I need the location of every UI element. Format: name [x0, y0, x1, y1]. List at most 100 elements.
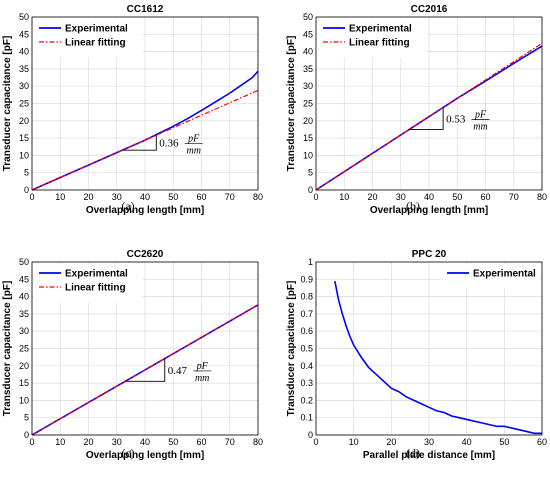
chart-panel-b: 0 10 20 30 40 50 60 70 80 0 5 10 15 20 25 30 35 40 45 50 0.5…	[286, 4, 547, 216]
slope-triangle	[125, 358, 166, 382]
panel-caption: (d)	[406, 446, 420, 460]
y-tick-label: 0.8	[300, 292, 313, 302]
y-tick-label: 0.3	[300, 378, 313, 388]
chart-title: CC2016	[411, 4, 448, 15]
panel-caption: (a)	[121, 199, 134, 213]
legend-label: Linear fitting	[65, 283, 126, 294]
x-tick-label: 50	[168, 192, 178, 202]
x-tick-label: 0	[29, 437, 34, 447]
x-tick-label: 40	[140, 192, 150, 202]
legend-box	[317, 18, 427, 58]
y-tick-label: 0.5	[300, 344, 313, 354]
legend: Experimental Linear fitting	[33, 263, 143, 303]
y-tick-labels: 0 5 10 15 20 25 30 35 40 45 50	[303, 12, 313, 195]
y-tick-label: 40	[303, 47, 313, 57]
chart-panel-d: 0 10 20 30 40 50 60 0 0.1 0.2 0.3 0.4 0.5 0.6 0.7 0.8 0.…	[286, 249, 547, 461]
x-tick-label: 0	[313, 192, 318, 202]
y-tick-label: 5	[24, 413, 29, 423]
y-tick-label: 15	[19, 133, 29, 143]
y-tick-label: 5	[24, 168, 29, 178]
legend-label: Linear fitting	[65, 38, 126, 49]
y-tick-labels: 0 5 10 15 20 25 30 35 40 45 50	[19, 257, 29, 440]
axes-frame	[31, 16, 259, 191]
slope-unit-denominator: mm	[186, 146, 200, 157]
y-tick-label: 40	[19, 292, 29, 302]
slope-unit-numerator: pF	[196, 361, 209, 372]
y-tick-label: 40	[19, 47, 29, 57]
slope-unit-denominator: mm	[195, 373, 209, 384]
y-tick-label: 35	[303, 64, 313, 74]
legend-box	[33, 18, 143, 58]
x-tick-label: 30	[424, 437, 434, 447]
slope-triangle	[122, 135, 157, 151]
series-line-experimental	[334, 280, 542, 435]
y-tick-label: 15	[303, 133, 313, 143]
legend-label: Linear fitting	[349, 38, 410, 49]
slope-unit-numerator: pF	[187, 134, 200, 145]
y-tick-label: 0.6	[300, 326, 313, 336]
y-tick-label: 15	[19, 378, 29, 388]
x-tick-labels: 0 10 20 30 40 50 60 70 80	[313, 192, 547, 202]
y-tick-label: 35	[19, 64, 29, 74]
x-tick-label: 80	[253, 192, 263, 202]
slope-unit-denominator: mm	[473, 121, 487, 132]
y-tick-label: 0	[308, 430, 313, 440]
y-tick-labels: 0 5 10 15 20 25 30 35 40 45 50	[19, 12, 29, 195]
y-tick-label: 0.9	[300, 274, 313, 284]
axes-frame	[31, 261, 259, 436]
x-tick-label: 0	[313, 437, 318, 447]
legend-box	[441, 263, 541, 289]
x-tick-labels: 0 10 20 30 40 50 60	[313, 437, 547, 447]
panel-caption: (c)	[121, 446, 134, 460]
x-tick-label: 50	[452, 192, 462, 202]
y-tick-label: 5	[308, 168, 313, 178]
x-axis-label: Overlapping length [mm]	[86, 450, 204, 461]
x-tick-label: 0	[29, 192, 34, 202]
x-tick-label: 50	[168, 437, 178, 447]
x-tick-label: 70	[509, 192, 519, 202]
legend-label: Experimental	[473, 269, 536, 280]
x-tick-labels: 0 10 20 30 40 50 60 70 80	[29, 437, 263, 447]
x-tick-label: 30	[396, 192, 406, 202]
y-tick-label: 0.4	[300, 361, 313, 371]
y-tick-label: 45	[19, 29, 29, 39]
y-axis-label: Transducer capacitance [pF]	[286, 36, 297, 172]
legend: Experimental Linear fitting	[33, 18, 143, 58]
y-tick-label: 25	[19, 344, 29, 354]
y-tick-label: 0.7	[300, 309, 313, 319]
slope-unit-numerator: pF	[474, 109, 487, 120]
x-tick-label: 40	[140, 437, 150, 447]
legend: Experimental	[441, 263, 541, 289]
chart-title: CC1612	[127, 4, 164, 15]
y-tick-label: 30	[303, 81, 313, 91]
x-tick-label: 10	[339, 192, 349, 202]
y-tick-label: 0	[24, 430, 29, 440]
y-tick-label: 50	[303, 12, 313, 22]
chart-panel-a: 0 10 20 30 40 50 60 70 80 0 5 10 15 20 25 30 35 40 45 50 0.3…	[2, 4, 263, 216]
y-tick-label: 45	[19, 274, 29, 284]
axes-frame	[315, 16, 543, 191]
legend-label: Experimental	[349, 24, 412, 35]
y-tick-label: 20	[19, 116, 29, 126]
chart-panel-c: 0 10 20 30 40 50 60 70 80 0 5 10 15 20 25 30 35 40 45 50 0.4…	[2, 249, 263, 461]
y-tick-labels: 0 0.1 0.2 0.3 0.4 0.5 0.6 0.7 0.8 0.9 1	[300, 257, 313, 440]
x-tick-labels: 0 10 20 30 40 50 60 70 80	[29, 192, 263, 202]
y-axis-label: Transducer capacitance [pF]	[286, 281, 297, 417]
y-tick-label: 1	[308, 257, 313, 267]
y-tick-label: 20	[19, 361, 29, 371]
slope-value: 0.36	[159, 138, 179, 150]
x-tick-label: 50	[499, 437, 509, 447]
y-tick-label: 10	[303, 150, 313, 160]
x-axis-label: Parallel plate distance [mm]	[363, 450, 495, 461]
x-tick-label: 70	[225, 437, 235, 447]
x-tick-label: 30	[112, 192, 122, 202]
x-axis-label: Overlapping length [mm]	[86, 205, 204, 216]
series-line-linear-fitting	[31, 89, 259, 191]
y-axis-label: Transducer capacitance [pF]	[2, 281, 13, 417]
y-tick-label: 35	[19, 309, 29, 319]
x-axis-label: Overlapping length [mm]	[370, 205, 488, 216]
x-tick-label: 80	[253, 437, 263, 447]
x-tick-label: 40	[424, 192, 434, 202]
